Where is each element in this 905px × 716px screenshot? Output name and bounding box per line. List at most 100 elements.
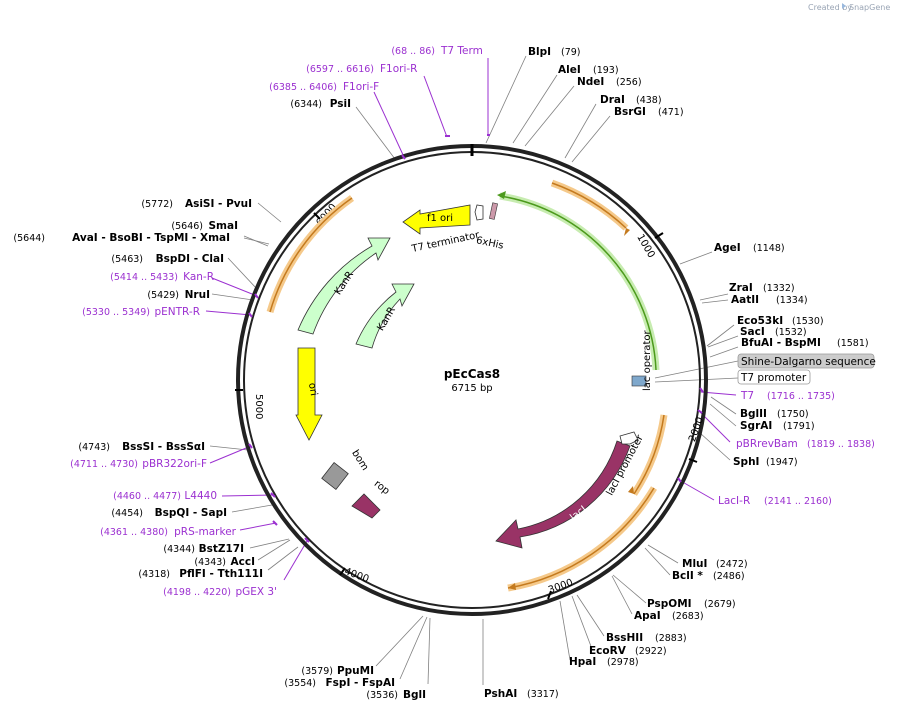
enzyme-aatii-pos: (1334) [776, 295, 808, 306]
enzyme-saci-pos: (1532) [775, 327, 807, 338]
primer-l4440-range: (4460 .. 4477) [113, 491, 181, 502]
enzyme-bsssi-bsssai[interactable]: BssSI - BssSαI [122, 441, 205, 453]
tick-label-2000: 2000 [687, 416, 706, 444]
primer-laci-r[interactable]: LacI-R [718, 495, 750, 507]
rop-label: rop [372, 478, 392, 497]
enzyme-asisi-pvui[interactable]: AsiSI - PvuI [185, 198, 252, 210]
primer-kan-r[interactable]: Kan-R [183, 271, 214, 283]
enzyme-alei[interactable]: AleI [558, 64, 581, 76]
plasmid-size: 6715 bp [451, 383, 492, 394]
primer-pbrrevbam[interactable]: pBRrevBam [736, 438, 798, 450]
bom-label: bom [349, 448, 370, 473]
enzyme-bglii[interactable]: BglII [740, 408, 767, 420]
enzyme-bspqi-sapi[interactable]: BspQI - SapI [155, 507, 227, 519]
green-orf-glow [499, 192, 660, 371]
primer-t7term[interactable]: T7 Term [440, 45, 483, 57]
enzyme-bgli[interactable]: BglI [403, 689, 426, 701]
enzyme-fspi-pos: (3554) [284, 678, 316, 689]
enzyme-agei-pos: (1148) [753, 243, 785, 254]
enzyme-sgrai[interactable]: SgrAI [740, 420, 772, 432]
enzyme-drai-pos: (438) [636, 95, 662, 106]
enzyme-bsshii[interactable]: BssHII [606, 632, 643, 644]
orf-arrow-3 [508, 583, 516, 590]
enzyme-aatii[interactable]: AatII [731, 294, 759, 306]
laci-arrow [495, 440, 631, 549]
enzyme-apai-pos: (2683) [672, 611, 704, 622]
enzyme-bspdi-clai[interactable]: BspDI - ClaI [156, 253, 224, 265]
enzyme-saci[interactable]: SacI [740, 326, 765, 338]
ori-arrow [295, 347, 323, 441]
enzyme-bspdi-pos: (5463) [111, 254, 143, 265]
enzyme-bcli[interactable]: BclI * [672, 570, 703, 582]
enzyme-bgli-pos: (3536) [366, 690, 398, 701]
primer-lines [205, 58, 737, 581]
enzyme-mlui[interactable]: MluI [682, 558, 707, 570]
t7-terminator-icon [474, 204, 484, 221]
primer-f1ori-r[interactable]: F1ori-R [380, 63, 417, 75]
tick-label-5000: 5000 [253, 394, 264, 419]
enzyme-zrai[interactable]: ZraI [729, 282, 753, 294]
primer-f1ori-f[interactable]: F1ori-F [343, 81, 379, 93]
enzyme-nrui-pos: (5429) [147, 290, 179, 301]
orf-arrow-2 [628, 486, 634, 494]
enzyme-avai-bsobi-tspmi-xmai[interactable]: AvaI - BsoBI - TspMI - XmaI [72, 232, 230, 244]
enzyme-eco53ki[interactable]: Eco53kI [737, 315, 783, 327]
created-by-label: Created by [808, 3, 852, 12]
primer-l4440[interactable]: L4440 [184, 490, 217, 502]
enzyme-acci[interactable]: AccI [231, 556, 255, 568]
enzyme-smai-pos: (5646) [171, 221, 203, 232]
enzyme-ppumi[interactable]: PpuMI [337, 665, 374, 677]
enzyme-sphi-pos: (1947) [766, 457, 798, 468]
enzyme-ecorv[interactable]: EcoRV [589, 645, 627, 657]
enzyme-nrui[interactable]: NruI [185, 289, 210, 301]
enzyme-bsrgi[interactable]: BsrGI [614, 106, 646, 118]
enzyme-pshai-pos: (3317) [527, 689, 559, 700]
enzyme-ppumi-pos: (3579) [301, 666, 333, 677]
primer-pentr-r-range: (5330 .. 5349) [82, 307, 150, 318]
enzyme-apai[interactable]: ApaI [634, 610, 661, 622]
enzyme-drai[interactable]: DraI [600, 94, 625, 106]
enzyme-bfuai-bspmi[interactable]: BfuAI - BspMI [741, 337, 821, 349]
enzyme-pflfi-tth111i[interactable]: PflFI - Tth111I [179, 568, 263, 580]
enzyme-sphi[interactable]: SphI [733, 456, 759, 468]
primer-pbr322ori-f[interactable]: pBR322ori-F [142, 458, 207, 470]
enzyme-bsshii-pos: (2883) [655, 633, 687, 644]
primer-t7-range: (1716 .. 1735) [767, 391, 835, 402]
shine-dalgarno-label: Shine-Dalgarno sequence [741, 356, 876, 368]
primer-kan-r-range: (5414 .. 5433) [110, 272, 178, 283]
enzyme-fspi-fspai[interactable]: FspI - FspAI [326, 677, 396, 689]
his6-label: 6xHis [475, 235, 504, 252]
enzyme-pshai[interactable]: PshAI [484, 688, 517, 700]
kanr-inner-arrow [355, 283, 415, 349]
primer-laci-r-range: (2141 .. 2160) [764, 496, 832, 507]
leader-lines [209, 55, 739, 685]
enzyme-bcli-pos: (2486) [713, 571, 745, 582]
enzyme-bstz17i[interactable]: BstZ17I [199, 543, 244, 555]
enzyme-smai[interactable]: SmaI [209, 220, 239, 232]
t7-promoter-box [737, 369, 811, 385]
enzyme-ndei[interactable]: NdeI [577, 76, 604, 88]
enzyme-sgrai-pos: (1791) [783, 421, 815, 432]
primer-pbrrevbam-range: (1819 .. 1838) [807, 439, 875, 450]
enzyme-alei-pos: (193) [593, 65, 619, 76]
rop-arrow [351, 493, 381, 519]
enzyme-pspomi[interactable]: PspOMI [647, 598, 692, 610]
enzyme-pspomi-pos: (2679) [704, 599, 736, 610]
primer-pgex3[interactable]: pGEX 3' [235, 586, 277, 598]
green-orf-arc [499, 195, 657, 371]
enzyme-hpai-pos: (2978) [607, 657, 639, 668]
enzyme-ecorv-pos: (2922) [635, 646, 667, 657]
enzyme-blpi[interactable]: BlpI [528, 46, 551, 58]
orf-arrow-1 [624, 228, 630, 236]
primer-f1ori-r-range: (6597 .. 6616) [306, 64, 374, 75]
enzyme-bfuai-pos: (1581) [837, 338, 869, 349]
enzyme-psii[interactable]: PsiI [330, 98, 351, 110]
primer-pgex3-range: (4198 .. 4220) [163, 587, 231, 598]
primer-t7[interactable]: T7 [740, 390, 754, 402]
primer-prs-marker[interactable]: pRS-marker [174, 526, 237, 538]
enzyme-agei[interactable]: AgeI [714, 242, 741, 254]
primer-pentr-r[interactable]: pENTR-R [154, 306, 200, 318]
enzyme-avai-pos: (5644) [13, 233, 45, 244]
enzyme-hpai[interactable]: HpaI [569, 656, 596, 668]
